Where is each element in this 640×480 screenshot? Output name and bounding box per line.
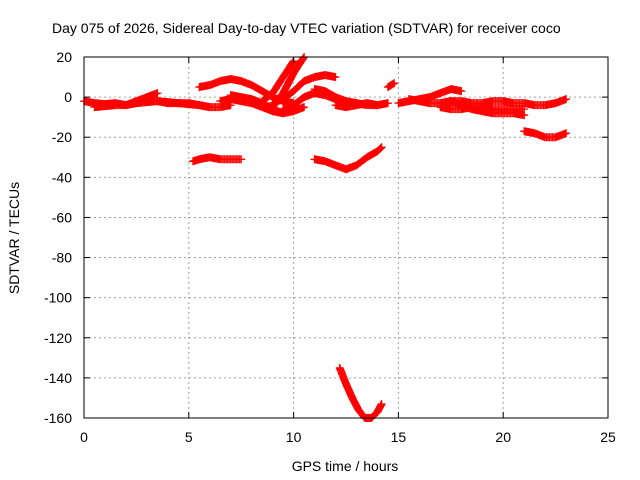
x-tick-label: 15 [391,429,407,445]
data-point-markers [383,79,399,92]
chart-title: Day 075 of 2026, Sidereal Day-to-day VTE… [52,20,561,36]
data-point-markers [189,153,246,166]
series-s21 [335,363,386,422]
data-point-markers [90,89,162,112]
grid [84,57,608,418]
y-tick-label: -20 [52,129,72,145]
series-s12 [331,99,382,112]
data-point-markers [335,363,386,422]
data-point-markers [331,99,382,112]
data-point-markers [520,127,571,142]
y-tick-label: -140 [44,370,72,386]
data-point-markers [153,97,235,112]
x-tick-label: 25 [600,429,616,445]
series-s13 [383,79,399,92]
series-s3 [153,97,235,112]
x-axis-label: GPS time / hours [292,458,399,474]
y-tick-label: 20 [56,49,72,65]
y-tick-label: -40 [52,169,72,185]
y-tick-label: -120 [44,330,72,346]
series-s9 [268,71,340,108]
series-s18 [189,153,246,166]
series-s19 [310,143,386,174]
data-point-markers [446,97,529,120]
y-tick-label: -80 [52,250,72,266]
y-tick-label: -100 [44,290,72,306]
y-tick-label: -160 [44,410,72,426]
y-tick-label: -60 [52,209,72,225]
x-tick-label: 20 [495,429,511,445]
data-point-markers [268,71,340,108]
x-tick-label: 10 [286,429,302,445]
data-point-markers [310,143,386,174]
axis-ticks: 0 5 10 15 20 25 -160 -140 -120 -100 -80 -60 -40 -20 0 2… [44,49,616,445]
y-axis-label: SDTVAR / TECUs [6,182,22,294]
data-point-markers [258,57,298,106]
series-s20 [520,127,571,142]
series-s2 [90,89,162,112]
y-tick-label: 0 [64,89,72,105]
series-s17 [446,97,529,120]
data-points [80,53,571,422]
x-tick-label: 0 [80,429,88,445]
x-tick-label: 5 [185,429,193,445]
series-s7 [258,57,298,106]
plot-frame [83,56,609,419]
